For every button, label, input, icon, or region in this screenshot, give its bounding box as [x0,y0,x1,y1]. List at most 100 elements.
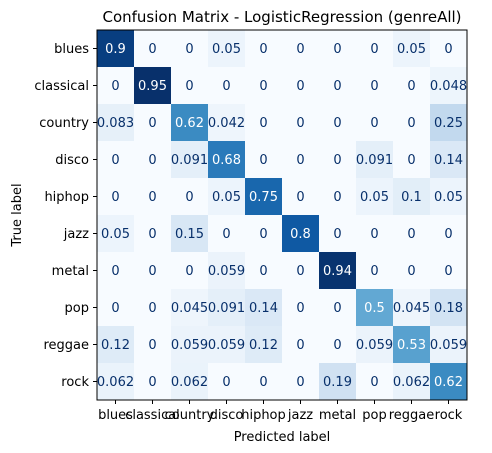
heatmap-cell-metal-reggae [393,252,431,290]
cell-value-label: 0.062 [171,375,208,390]
x-tick-label: metal [319,408,356,423]
cell-value-label: 0.05 [212,42,241,57]
heatmap-cell-classical-metal [319,67,357,105]
cell-value-label: 0 [259,375,267,390]
heatmap-cell-disco-country [171,141,209,179]
cell-value-label: 0 [444,42,452,57]
y-tick-label: pop [65,301,89,316]
cell-value-label: 0 [333,79,341,94]
cell-value-label: 0.091 [171,153,208,168]
x-tick-label: reggae [389,408,435,423]
x-tick-label: country [165,408,215,423]
x-tick-label: jazz [287,408,313,423]
heatmap-cell-disco-metal [319,141,357,179]
y-tick-label: reggae [43,338,89,353]
cell-value-label: 0 [148,264,156,279]
heatmap-cell-metal-pop [356,252,394,290]
cell-value-label: 0.059 [356,338,393,353]
heatmap-cell-pop-rock [430,289,468,327]
heatmap-cell-reggae-rock [430,326,468,364]
heatmap-cell-jazz-country [171,215,209,253]
cell-value-label: 0.62 [434,375,463,390]
cell-value-labels: 0.9 0 0 0.05 0 0 0 0 0.05 0 0 0.95 0 0 0 0 0 0 0 0.048 0.083… [97,42,467,390]
heatmap-cell-country-hiphop [245,104,283,142]
cell-value-label: 0 [296,42,304,57]
heatmap-cell-jazz-disco [208,215,246,253]
heatmap-cell-pop-reggae [393,289,431,327]
cell-value-label: 0.53 [397,338,426,353]
cell-value-label: 0 [185,42,193,57]
cell-value-label: 0 [259,153,267,168]
heatmap-cell-hiphop-rock [430,178,468,216]
cell-value-label: 0.15 [175,227,204,242]
heatmap-cell-jazz-jazz [282,215,320,253]
cell-value-label: 0 [111,301,119,316]
cell-value-label: 0.05 [101,227,130,242]
heatmap-cell-country-disco [208,104,246,142]
heatmap-cell-hiphop-blues [97,178,135,216]
cell-value-label: 0.14 [249,301,278,316]
heatmap-cell-blues-country [171,30,209,68]
y-tick-label: hiphop [44,190,89,205]
cell-value-label: 0.045 [393,301,430,316]
heatmap-cell-metal-jazz [282,252,320,290]
heatmap-cell-reggae-classical [134,326,172,364]
cell-value-label: 0.045 [171,301,208,316]
heatmap-cell-rock-jazz [282,363,320,401]
cell-value-label: 0.059 [171,338,208,353]
heatmap-cell-metal-rock [430,252,468,290]
heatmap-cell-hiphop-disco [208,178,246,216]
heatmap-cell-country-pop [356,104,394,142]
cell-value-label: 0 [111,190,119,205]
heatmap-cell-hiphop-reggae [393,178,431,216]
heatmap-cell-jazz-classical [134,215,172,253]
y-tick-label: jazz [63,227,89,242]
cell-value-label: 0 [259,42,267,57]
cell-value-label: 0 [333,301,341,316]
cell-value-label: 0 [444,227,452,242]
heatmap-cell-pop-blues [97,289,135,327]
heatmap-cell-metal-classical [134,252,172,290]
y-tick-label: classical [34,79,89,94]
heatmap-cell-hiphop-metal [319,178,357,216]
heatmap-cell-rock-country [171,363,209,401]
cell-value-label: 0.048 [430,79,467,94]
x-tick-label: rock [435,408,463,423]
cell-value-label: 0 [407,79,415,94]
heatmap-cell-jazz-metal [319,215,357,253]
heatmap-cell-rock-reggae [393,363,431,401]
cell-value-label: 0.75 [249,190,278,205]
heatmap-cell-metal-hiphop [245,252,283,290]
cell-value-label: 0.5 [364,301,385,316]
heatmap-cell-country-country [171,104,209,142]
cell-value-label: 0 [370,42,378,57]
heatmap-cell-classical-hiphop [245,67,283,105]
heatmap-cell-disco-disco [208,141,246,179]
heatmap-cell-reggae-hiphop [245,326,283,364]
cell-value-label: 0.05 [434,190,463,205]
cell-value-label: 0 [148,338,156,353]
cell-value-label: 0 [296,338,304,353]
cell-value-label: 0 [296,153,304,168]
cell-value-label: 0 [148,42,156,57]
heatmap-cell-disco-rock [430,141,468,179]
cell-value-label: 0 [148,116,156,131]
cell-value-label: 0 [259,116,267,131]
cell-value-label: 0 [222,375,230,390]
heatmap-cell-jazz-reggae [393,215,431,253]
cell-value-label: 0.62 [175,116,204,131]
heatmap-cell-classical-blues [97,67,135,105]
x-tick-label: hiphop [241,408,286,423]
heatmap-cell-blues-jazz [282,30,320,68]
y-axis-label: True label [10,183,25,247]
heatmap-cell-metal-country [171,252,209,290]
cell-value-label: 0.68 [212,153,241,168]
cell-value-label: 0 [148,190,156,205]
heatmap-cell-reggae-pop [356,326,394,364]
cell-value-label: 0.05 [397,42,426,57]
cell-value-label: 0.062 [393,375,430,390]
heatmap-cell-rock-disco [208,363,246,401]
heatmap-cell-disco-hiphop [245,141,283,179]
